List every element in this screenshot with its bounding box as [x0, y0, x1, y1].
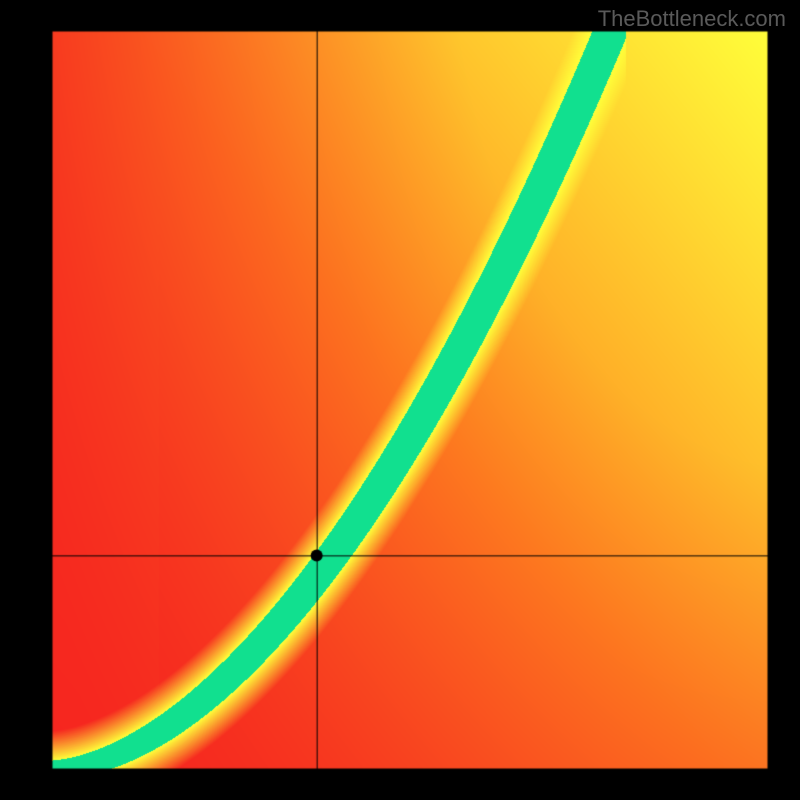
chart-container: TheBottleneck.com	[0, 0, 800, 800]
watermark-text: TheBottleneck.com	[598, 6, 786, 32]
bottleneck-heatmap	[0, 0, 800, 800]
